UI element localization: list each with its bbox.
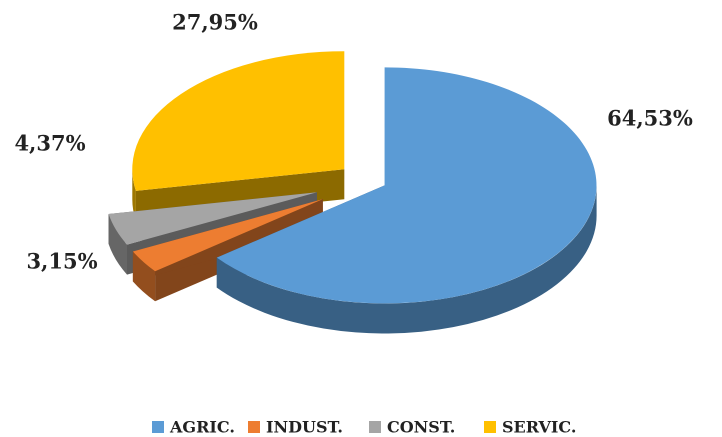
slice (132, 51, 345, 191)
slice (132, 199, 323, 272)
legend-swatch (484, 421, 496, 433)
legend-label: INDUST. (266, 418, 343, 437)
slice (108, 192, 317, 245)
legend-label: SERVIC. (502, 418, 576, 437)
data-label: 27,95% (172, 10, 258, 35)
legend: AGRIC. INDUST. CONST. SERVIC. (152, 418, 576, 437)
slice-side (216, 185, 597, 334)
slice-side (108, 214, 127, 275)
legend-swatch (152, 421, 164, 433)
legend-swatch (248, 421, 260, 433)
legend-swatch (369, 421, 381, 433)
data-label: 64,53% (607, 106, 693, 131)
data-label: 3,15% (26, 249, 97, 274)
slice (216, 67, 597, 304)
legend-label: CONST. (387, 418, 455, 437)
slice-side (132, 199, 323, 282)
slice-side (132, 169, 136, 221)
data-label: 4,37% (14, 131, 85, 156)
legend-label: AGRIC. (169, 418, 235, 437)
slice-side (132, 251, 156, 302)
